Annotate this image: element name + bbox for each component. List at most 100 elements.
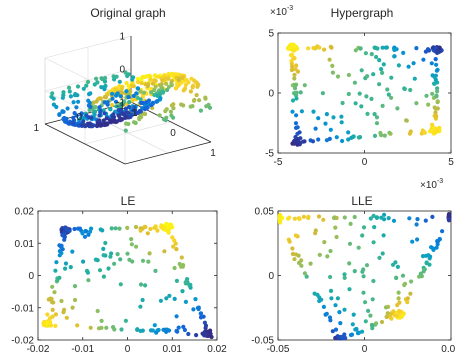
data-point <box>153 268 158 273</box>
tick-label: 0 <box>268 271 274 282</box>
data-point <box>172 265 177 271</box>
data-point <box>431 48 437 53</box>
data-point <box>329 45 334 50</box>
data-point <box>183 280 188 285</box>
data-point <box>81 86 86 91</box>
data-point <box>335 74 341 79</box>
data-point <box>323 121 328 126</box>
data-point <box>75 323 80 328</box>
data-point <box>374 121 380 126</box>
tick-label: -1 <box>116 101 125 112</box>
data-point <box>87 121 92 126</box>
data-point <box>333 303 338 308</box>
data-point <box>379 319 385 325</box>
data-point <box>97 118 102 123</box>
data-point <box>125 225 130 230</box>
data-point <box>126 95 131 100</box>
data-point <box>46 297 51 302</box>
data-point <box>101 274 106 279</box>
data-point <box>173 241 178 246</box>
data-point <box>302 139 307 144</box>
data-point <box>327 315 333 320</box>
data-point <box>330 70 335 75</box>
data-point <box>159 225 164 230</box>
data-point <box>150 100 155 105</box>
data-point <box>191 307 196 312</box>
data-point <box>356 330 361 335</box>
data-point <box>421 57 426 62</box>
data-point <box>312 291 317 296</box>
data-point <box>203 332 208 337</box>
data-point <box>141 90 147 95</box>
data-point <box>110 96 115 101</box>
data-point <box>102 79 108 84</box>
data-point <box>164 81 169 86</box>
data-point <box>155 74 160 79</box>
data-point <box>139 81 144 86</box>
data-point <box>147 251 152 256</box>
data-point <box>400 273 406 278</box>
data-point <box>350 322 355 327</box>
data-point <box>277 220 283 225</box>
data-point <box>51 96 56 101</box>
data-point <box>190 104 195 109</box>
data-point <box>299 263 304 268</box>
data-point <box>57 275 62 280</box>
data-point <box>143 111 148 117</box>
data-point <box>383 305 389 310</box>
data-point <box>334 234 339 240</box>
data-point <box>381 233 386 238</box>
data-point <box>118 104 123 109</box>
data-point <box>124 81 129 86</box>
data-point <box>424 261 429 266</box>
data-point <box>405 296 410 301</box>
data-point <box>131 84 136 89</box>
data-point <box>74 113 79 118</box>
data-point <box>313 126 318 131</box>
data-point <box>380 103 385 108</box>
data-point <box>79 111 84 116</box>
data-point <box>290 246 295 251</box>
data-point <box>301 214 306 219</box>
data-point <box>88 91 93 96</box>
lle-points <box>277 212 452 341</box>
data-point <box>94 99 99 104</box>
data-point <box>320 91 325 96</box>
data-point <box>435 80 440 85</box>
data-point <box>361 225 367 230</box>
data-point <box>277 212 283 217</box>
data-point <box>64 315 69 320</box>
data-point <box>335 296 340 301</box>
data-point <box>409 279 414 284</box>
data-point <box>311 109 316 114</box>
data-point <box>386 92 391 97</box>
data-point <box>384 45 389 50</box>
data-point <box>111 112 116 117</box>
data-point <box>143 224 148 230</box>
data-point <box>84 83 89 88</box>
tick-label: 0.01 <box>163 344 183 355</box>
data-point <box>152 225 157 230</box>
data-point <box>435 49 441 54</box>
data-point <box>50 91 55 96</box>
data-point <box>70 305 75 310</box>
data-point <box>308 261 313 266</box>
data-point <box>306 46 311 51</box>
data-point <box>140 258 146 263</box>
data-point <box>374 54 379 60</box>
data-point <box>125 110 130 115</box>
data-point <box>426 102 431 107</box>
data-point <box>434 245 439 250</box>
panel-le: LE -0.02 -0.01 0 0.01 0.020.020.010-0.01-0.0… <box>11 194 227 355</box>
data-point <box>194 93 199 98</box>
data-point <box>67 89 72 94</box>
data-point <box>384 314 389 319</box>
data-point <box>76 99 81 104</box>
data-point <box>429 245 434 250</box>
data-point <box>99 318 104 323</box>
data-point <box>103 76 108 81</box>
data-point <box>164 115 169 120</box>
data-point <box>119 327 124 332</box>
data-point <box>194 333 199 338</box>
